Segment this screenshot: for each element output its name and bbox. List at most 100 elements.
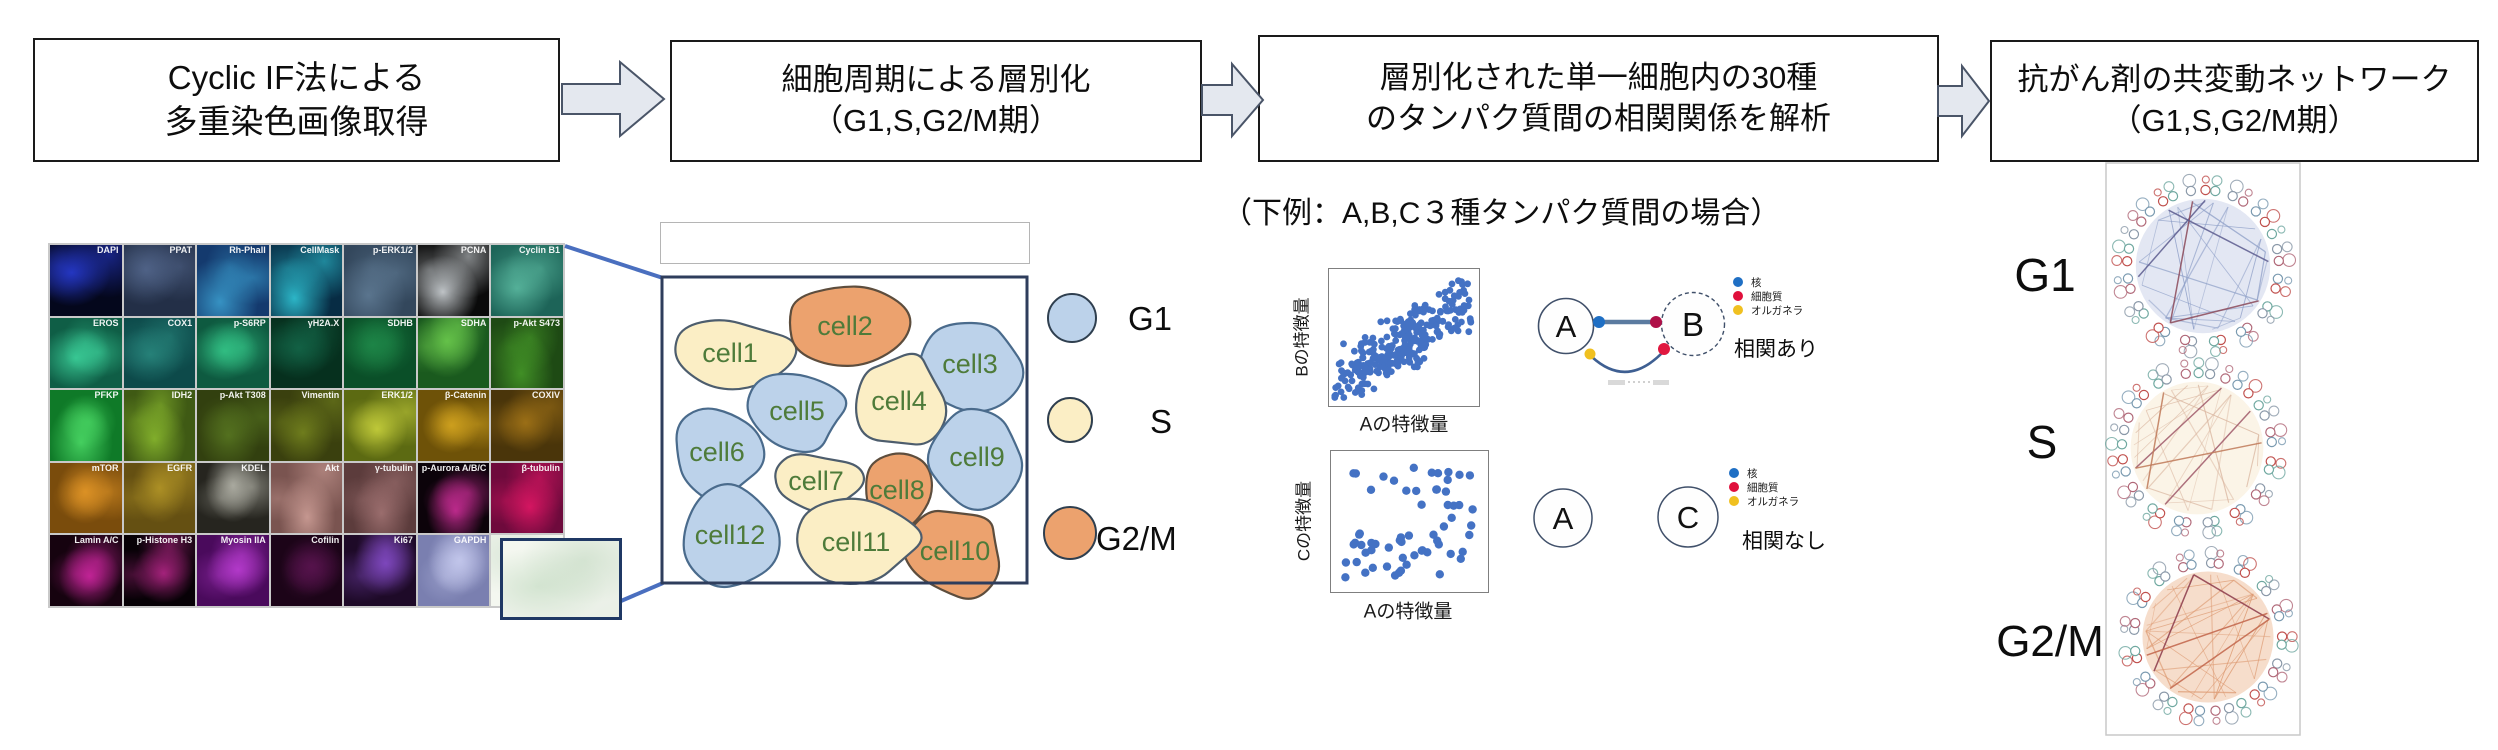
- microscopy-tile-label: PFKP: [94, 390, 119, 401]
- microscopy-tile: p-ERK1/2: [344, 245, 416, 316]
- microscopy-tile-label: Akt: [324, 462, 340, 473]
- microscopy-tile: PCNA: [417, 245, 490, 316]
- site-legend: 核細胞質 オルガネラ: [1733, 275, 1803, 317]
- microscopy-tile: EROS: [50, 317, 122, 389]
- scatter-dots: [1331, 277, 1475, 401]
- phase-legend-swatch-g2m: [1043, 506, 1097, 560]
- microscopy-tile: Vimentin: [270, 390, 343, 461]
- microscopy-tile: Lamin A/C: [50, 535, 122, 606]
- tissue-region-box: [660, 275, 1029, 585]
- protein-a-node: [1537, 297, 1595, 355]
- microscopy-tile-label: KDEL: [241, 462, 266, 473]
- cell-label-cell4: cell4: [871, 386, 927, 416]
- cell-label-cell3: cell3: [942, 349, 998, 379]
- flow-step-3-line-1: 層別化された単一細胞内の30種: [1379, 59, 1818, 95]
- cell-blob-cell9: [926, 407, 1024, 511]
- microscopy-tile: PFKP: [50, 390, 122, 461]
- microscopy-tile: p-Aurora A/B/C: [417, 462, 490, 534]
- site-legend-row: 細胞質: [1729, 480, 1799, 494]
- microscopy-tile-label: p-Akt T308: [219, 390, 266, 401]
- protein-b-label: B: [1682, 306, 1704, 343]
- protein-a-label: A: [1553, 501, 1574, 536]
- tiny-caption-marks: [1608, 380, 1669, 385]
- microscopy-tile-label: PCNA: [460, 245, 487, 255]
- microscopy-tile: p-Akt S473: [491, 317, 563, 389]
- microscopy-tile-label: Lamin A/C: [74, 535, 119, 546]
- cell-label-cell8: cell8: [869, 475, 925, 505]
- microscopy-tile: Rh-Phall: [197, 245, 269, 316]
- correlation-absent-label: 相関なし: [1742, 530, 1826, 553]
- protein-a-node: [1533, 488, 1593, 548]
- cell-blob-cell6: [675, 407, 766, 502]
- microscopy-tile: Cyclin B1: [491, 245, 563, 316]
- flow-step-4-box: 抗がん剤の共変動ネットワーク （G1,S,G2/M期）: [1990, 40, 2479, 162]
- microscopy-tile: γH2A.X: [270, 317, 343, 389]
- flow-step-1-line-2: 多重染色画像取得: [164, 103, 429, 140]
- protein-c-label: C: [1677, 500, 1699, 535]
- site-legend-text: 細胞質: [1747, 481, 1779, 494]
- microscopy-tile: p-S6RP: [197, 317, 269, 389]
- microscopy-tile-label: GAPDH: [453, 535, 487, 546]
- connector-line-bottom: [620, 581, 664, 603]
- site-legend-row: オルガネラ: [1729, 494, 1799, 508]
- microscopy-tile-label: p-Histone H3: [136, 535, 193, 546]
- site-legend-dot-icon: [1733, 277, 1743, 287]
- flow-step-2-box: 細胞周期による層別化 （G1,S,G2/M期）: [670, 40, 1202, 162]
- empty-caption-box: [660, 222, 1030, 264]
- phase-legend-label: G1: [1128, 300, 1173, 337]
- microscopy-tile-label: DAPI: [97, 245, 119, 255]
- microscopy-tile: β-tubulin: [491, 462, 563, 534]
- microscopy-tile-label: CellMask: [300, 245, 340, 255]
- microscopy-tile-label: ERK1/2: [381, 390, 413, 401]
- microscopy-tile-label: Rh-Phall: [229, 245, 266, 255]
- phase-legend-label: G2/M: [1096, 520, 1177, 557]
- flow-step-1-box: Cyclic IF法による 多重染色画像取得: [33, 38, 560, 162]
- cell-blob-cell4: [855, 352, 948, 446]
- example-caption: （下例：A,B,C３種タンパク質間の場合）: [1222, 197, 1781, 230]
- microscopy-tile: Akt: [270, 462, 343, 534]
- microscopy-tile: β-Catenin: [417, 390, 490, 461]
- microscopy-tile-label: p-Akt S473: [513, 317, 560, 328]
- microscopy-tile: IDH2: [123, 390, 196, 461]
- scatter-dots: [1341, 463, 1477, 582]
- microscopy-tile: Cofilin: [270, 535, 343, 606]
- flow-step-2-line-1: 細胞周期による層別化: [781, 62, 1091, 98]
- scatter-ab-xlabel: Aの特徴量: [1359, 414, 1449, 436]
- network-s: [2104, 357, 2288, 540]
- protein-a-label: A: [1556, 309, 1577, 344]
- microscopy-tile: PPAT: [123, 245, 196, 316]
- correlation-diagram-ab: A B: [1537, 291, 1726, 385]
- microscopy-tile-label: p-ERK1/2: [372, 245, 413, 255]
- flow-arrow-icon: [561, 59, 666, 139]
- scatter-ac-xlabel: Aの特徴量: [1363, 601, 1453, 623]
- microscopy-tile: γ-tubulin: [344, 462, 416, 534]
- site-legend-text: 核: [1747, 467, 1758, 480]
- nucleus-site-dot: [1593, 316, 1605, 328]
- flow-step-3-box: 層別化された単一細胞内の30種 のタンパク質間の相関関係を解析: [1258, 35, 1939, 162]
- flow-step-2-line-2: （G1,S,G2/M期）: [811, 103, 1061, 138]
- network-label-g2m: G2/M: [1996, 617, 2104, 666]
- cell-label-cell12: cell12: [695, 520, 766, 550]
- microscopy-tile-label: β-Catenin: [444, 390, 487, 401]
- microscopy-tile: CellMask: [270, 245, 343, 316]
- site-legend-text: 核: [1751, 276, 1762, 289]
- microscopy-tile-label: EGFR: [167, 462, 193, 473]
- flow-step-4-line-2: （G1,S,G2/M期）: [2110, 103, 2359, 138]
- site-legend-row: 核: [1733, 275, 1803, 289]
- site-legend-row: オルガネラ: [1733, 303, 1803, 317]
- cell-label-cell6: cell6: [689, 437, 745, 467]
- microscopy-tile: Myosin IIA: [197, 535, 269, 606]
- microscopy-tile: GAPDH: [417, 535, 490, 606]
- cell-label-cell9: cell9: [949, 442, 1005, 472]
- connector-line-top: [564, 244, 664, 280]
- site-legend-dot-icon: [1729, 496, 1739, 506]
- site-legend: 核細胞質 オルガネラ: [1729, 466, 1799, 508]
- microscopy-tile-label: PPAT: [169, 245, 193, 255]
- flow-arrow-icon: [1201, 61, 1265, 139]
- protein-c-node: [1657, 486, 1719, 548]
- scatter-ab-points: [1331, 277, 1475, 401]
- microscopy-tile: p-Akt T308: [197, 390, 269, 461]
- site-legend-row: 細胞質: [1733, 289, 1803, 303]
- scatter-ac-points: [1341, 463, 1477, 582]
